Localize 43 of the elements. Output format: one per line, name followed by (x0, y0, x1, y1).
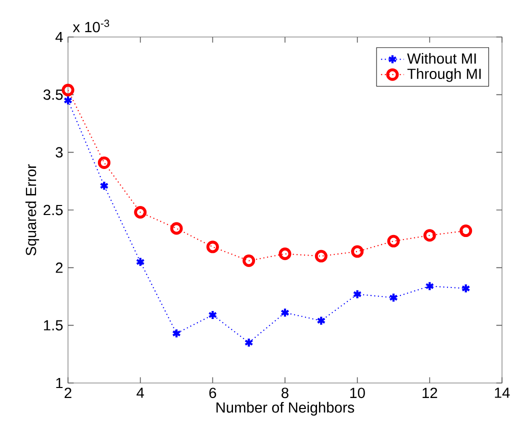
point (387, 234, 400, 248)
point (100, 180, 109, 191)
y-tick-label: 3 (56, 147, 63, 158)
legend-label: Through MI (407, 68, 481, 82)
point (351, 245, 364, 258)
point (208, 310, 218, 320)
point (425, 281, 434, 292)
point (314, 250, 328, 262)
point (316, 316, 326, 326)
point (136, 256, 145, 267)
x-tick-label: 12 (422, 388, 438, 398)
point (98, 156, 110, 169)
y-tick-label: 1.5 (44, 320, 63, 330)
x-tick-label: 2 (64, 388, 72, 398)
point (170, 222, 183, 235)
point (460, 224, 472, 238)
point (206, 240, 219, 254)
point (244, 338, 254, 348)
point (63, 95, 73, 106)
point (172, 328, 182, 338)
x-axis-title: Number of Neighbors (216, 402, 354, 416)
point (134, 206, 147, 219)
y-tick-label: 2.5 (44, 204, 63, 216)
point (278, 248, 292, 260)
legend-label: Without MI (407, 52, 476, 64)
point (242, 254, 256, 268)
y-axis-title: Squared Error (25, 164, 40, 256)
y-tick-label: 3.5 (43, 89, 63, 100)
x-tick-label: 14 (494, 388, 510, 398)
point (62, 84, 74, 96)
point (388, 292, 398, 303)
x-tick-label: 10 (350, 388, 365, 398)
x-tick-label: 8 (282, 388, 288, 398)
y-tick-label: 2 (56, 262, 63, 273)
text: x 10$^{-3}$ (72, 20, 110, 32)
x-tick-label: 4 (136, 388, 144, 398)
y-tick-label: 4 (55, 32, 63, 42)
point (461, 283, 470, 294)
x-tick-label: 6 (209, 388, 216, 398)
point (352, 289, 362, 300)
y-tick-label: 1 (56, 378, 63, 388)
point (280, 308, 290, 318)
point (423, 229, 436, 242)
